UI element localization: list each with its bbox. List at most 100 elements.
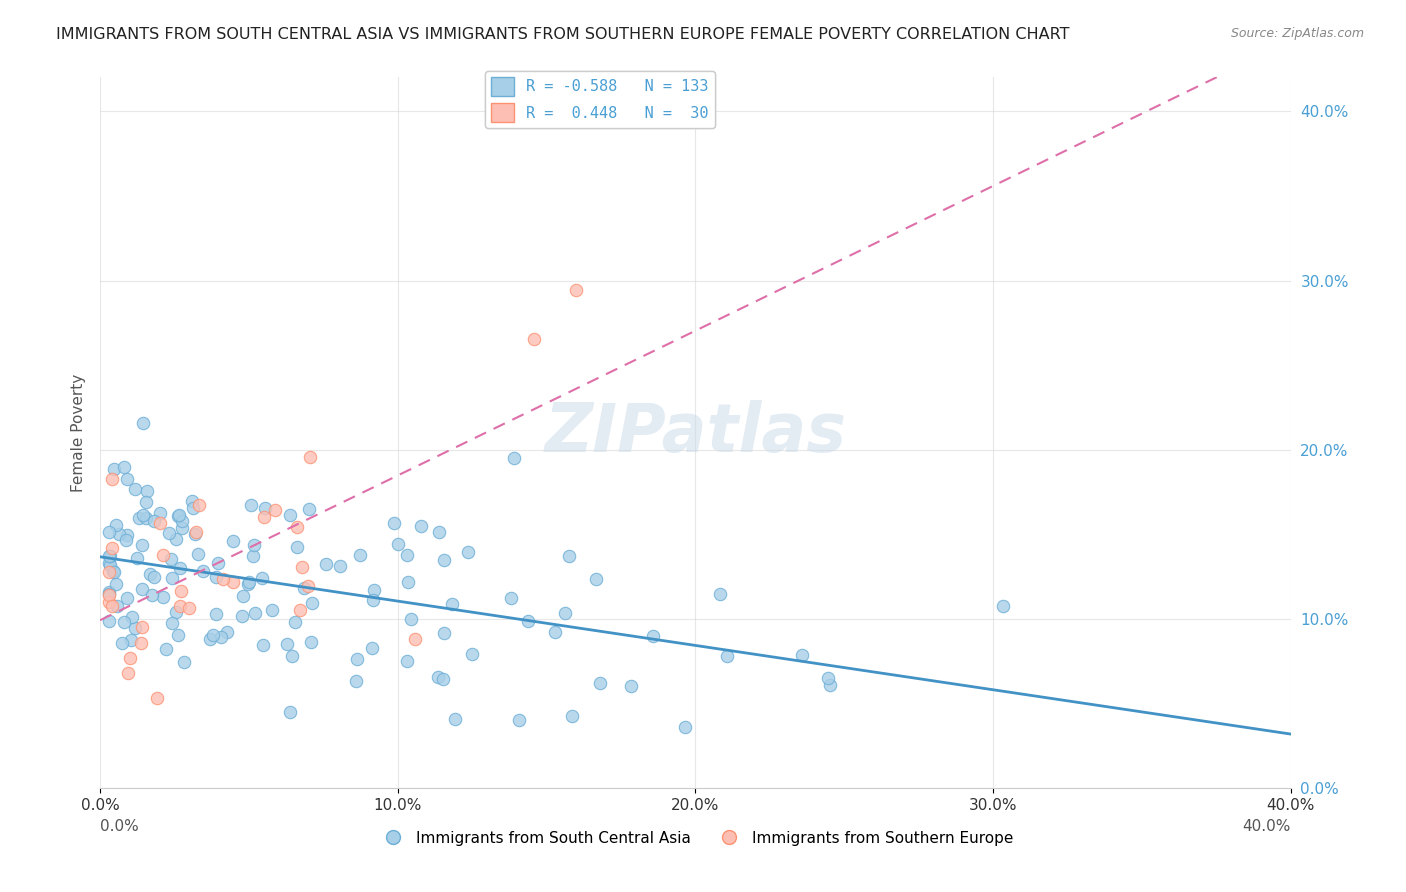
Point bbox=[344, 674, 367, 689]
Point bbox=[457, 545, 479, 559]
Point bbox=[167, 509, 190, 524]
Point bbox=[387, 536, 409, 550]
Point bbox=[124, 483, 146, 497]
Point bbox=[115, 472, 138, 486]
Point bbox=[132, 508, 155, 522]
Point bbox=[250, 571, 273, 585]
Point bbox=[152, 590, 174, 604]
Point bbox=[98, 589, 121, 603]
Point bbox=[516, 614, 538, 628]
Point bbox=[441, 597, 464, 611]
Point bbox=[105, 577, 128, 591]
Point bbox=[172, 521, 194, 535]
Point bbox=[132, 416, 155, 430]
Point bbox=[188, 499, 211, 513]
Point bbox=[396, 655, 419, 669]
Point bbox=[346, 652, 368, 666]
Point bbox=[131, 619, 153, 633]
Point bbox=[361, 592, 384, 607]
Point bbox=[117, 528, 139, 542]
Point bbox=[399, 612, 422, 626]
Point bbox=[499, 591, 522, 606]
Point bbox=[169, 599, 191, 614]
Point bbox=[558, 549, 581, 564]
Point bbox=[170, 583, 193, 598]
Point bbox=[184, 527, 207, 541]
Point bbox=[508, 713, 530, 727]
Point bbox=[709, 587, 731, 601]
Text: Source: ZipAtlas.com: Source: ZipAtlas.com bbox=[1230, 27, 1364, 40]
Point bbox=[396, 574, 419, 589]
Point bbox=[238, 575, 260, 590]
Point bbox=[135, 495, 157, 509]
Point bbox=[329, 559, 352, 574]
Point bbox=[160, 571, 183, 585]
Point bbox=[135, 511, 157, 525]
Point bbox=[432, 673, 454, 687]
Point bbox=[112, 459, 135, 474]
Text: ZIPatlas: ZIPatlas bbox=[544, 400, 846, 466]
Point bbox=[643, 629, 665, 643]
Point bbox=[260, 603, 283, 617]
Point bbox=[110, 636, 132, 650]
Point bbox=[427, 524, 450, 539]
Y-axis label: Female Poverty: Female Poverty bbox=[72, 374, 86, 492]
Point bbox=[167, 508, 190, 523]
Point bbox=[461, 647, 484, 661]
Point bbox=[301, 596, 323, 610]
Point bbox=[280, 648, 302, 663]
Point bbox=[98, 524, 121, 539]
Point bbox=[285, 520, 308, 534]
Point bbox=[152, 548, 174, 562]
Point bbox=[433, 626, 456, 640]
Point bbox=[404, 632, 426, 647]
Point bbox=[239, 498, 262, 512]
Text: 40.0%: 40.0% bbox=[1243, 819, 1291, 834]
Point bbox=[523, 332, 546, 346]
Point bbox=[231, 609, 253, 624]
Point bbox=[205, 607, 228, 622]
Point bbox=[207, 556, 229, 570]
Point bbox=[160, 552, 183, 566]
Point bbox=[181, 501, 204, 516]
Point bbox=[361, 640, 384, 655]
Point bbox=[101, 564, 124, 578]
Point bbox=[585, 572, 607, 586]
Point bbox=[285, 541, 308, 555]
Text: 0.0%: 0.0% bbox=[100, 819, 139, 834]
Point bbox=[278, 508, 301, 522]
Point bbox=[231, 589, 253, 603]
Point bbox=[349, 548, 371, 562]
Point bbox=[98, 558, 121, 572]
Point bbox=[131, 582, 153, 596]
Point bbox=[382, 516, 405, 530]
Point bbox=[817, 672, 839, 686]
Point bbox=[98, 614, 121, 628]
Point bbox=[396, 548, 419, 562]
Point bbox=[101, 472, 124, 486]
Point bbox=[276, 637, 298, 651]
Point bbox=[157, 526, 180, 541]
Point bbox=[143, 570, 166, 584]
Point bbox=[177, 600, 200, 615]
Point bbox=[222, 574, 245, 589]
Point bbox=[561, 709, 583, 723]
Point bbox=[141, 588, 163, 602]
Point bbox=[186, 524, 208, 539]
Point bbox=[284, 615, 307, 629]
Point bbox=[201, 628, 224, 642]
Point bbox=[98, 595, 121, 609]
Point bbox=[264, 502, 287, 516]
Point bbox=[292, 581, 315, 595]
Point bbox=[315, 557, 337, 571]
Point bbox=[103, 565, 125, 579]
Point bbox=[105, 599, 128, 613]
Point bbox=[117, 666, 139, 681]
Point bbox=[101, 599, 124, 613]
Point bbox=[209, 631, 232, 645]
Point bbox=[298, 502, 321, 516]
Point bbox=[252, 638, 274, 652]
Point bbox=[98, 556, 121, 570]
Point bbox=[299, 635, 322, 649]
Point bbox=[165, 605, 187, 619]
